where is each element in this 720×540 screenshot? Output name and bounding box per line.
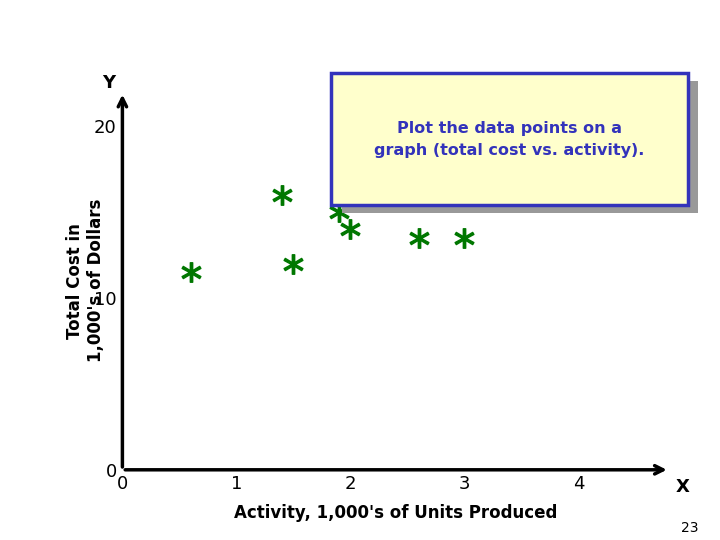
- Text: Plot the data points on a
graph (total cost vs. activity).: Plot the data points on a graph (total c…: [374, 121, 644, 158]
- X-axis label: Activity, 1,000's of Units Produced: Activity, 1,000's of Units Produced: [234, 504, 558, 523]
- Text: Y: Y: [102, 74, 115, 92]
- Y-axis label: Total Cost in
1,000's of Dollars: Total Cost in 1,000's of Dollars: [66, 199, 105, 362]
- Text: 23: 23: [681, 521, 698, 535]
- Text: The Scattergraph Method: The Scattergraph Method: [35, 21, 495, 55]
- Text: X: X: [675, 478, 689, 496]
